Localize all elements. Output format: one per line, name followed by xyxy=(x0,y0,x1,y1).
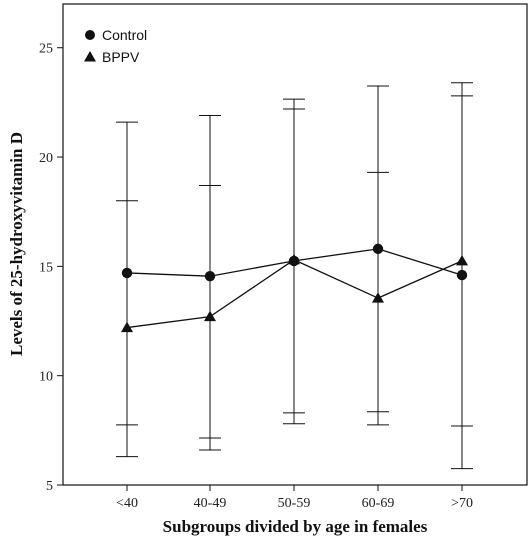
point-bppv xyxy=(372,292,384,303)
x-tick-label: 40-49 xyxy=(194,496,227,511)
y-tick-label: 20 xyxy=(39,151,53,166)
point-control xyxy=(372,243,384,255)
legend-label-control: Control xyxy=(102,27,147,43)
point-control xyxy=(204,271,216,282)
marker-layer xyxy=(121,243,468,333)
plot-frame xyxy=(62,3,528,486)
y-axis-title: Levels of 25-hydroxyvitamin D xyxy=(7,132,26,356)
legend-label-bppv: BPPV xyxy=(102,49,140,65)
x-tick-label: >70 xyxy=(451,496,473,511)
y-tick-label: 25 xyxy=(39,42,53,57)
point-bppv xyxy=(204,310,216,322)
legend: Control BPPV xyxy=(84,27,147,65)
x-tick-label: <40 xyxy=(116,496,138,511)
legend-marker-bppv xyxy=(84,51,96,62)
x-axis: <40 40-49 50-59 60-69 >70 xyxy=(116,485,473,511)
y-tick-label: 10 xyxy=(39,370,53,385)
point-control xyxy=(456,269,468,281)
error-bar-layer xyxy=(116,82,473,470)
y-tick-label: 15 xyxy=(39,260,53,275)
point-bppv xyxy=(456,254,468,266)
point-control xyxy=(121,267,133,279)
y-tick-label: 5 xyxy=(46,479,53,494)
x-tick-label: 50-59 xyxy=(278,496,311,511)
legend-marker-control xyxy=(85,30,95,40)
point-bppv xyxy=(121,321,133,333)
point-bppv xyxy=(288,253,300,265)
x-tick-label: 60-69 xyxy=(362,496,395,511)
x-axis-title: Subgroups divided by age in females xyxy=(163,517,428,536)
y-axis: 5 10 15 20 25 xyxy=(39,42,63,494)
